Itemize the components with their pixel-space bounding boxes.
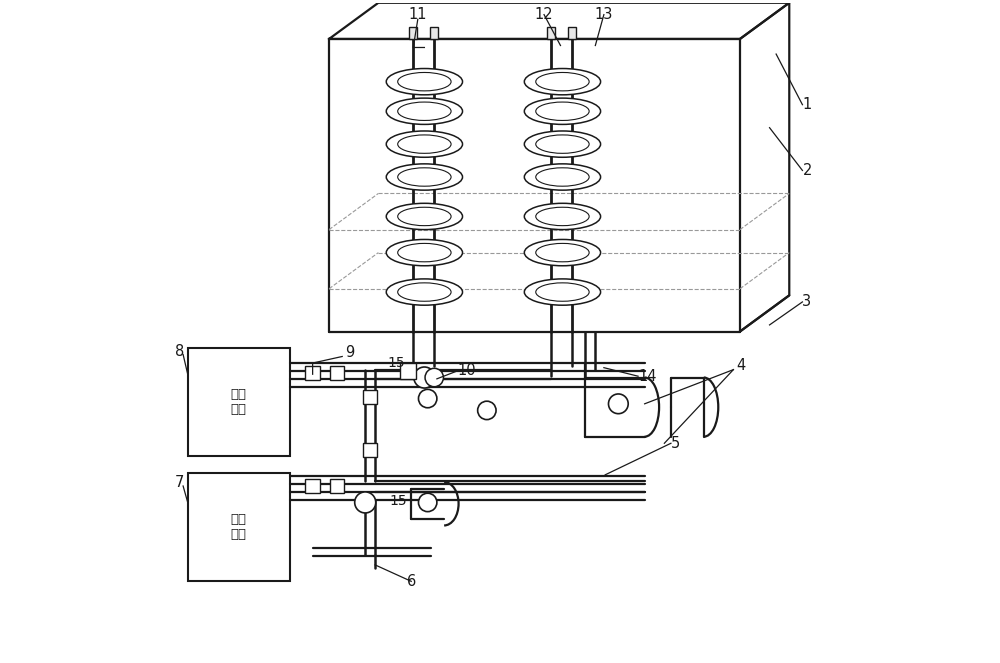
Ellipse shape bbox=[398, 168, 451, 186]
Text: 液氮
泵站: 液氮 泵站 bbox=[231, 388, 247, 416]
Text: 14: 14 bbox=[638, 369, 657, 384]
Circle shape bbox=[355, 492, 376, 513]
Ellipse shape bbox=[398, 208, 451, 225]
Ellipse shape bbox=[536, 135, 589, 153]
Bar bbox=[330, 479, 344, 493]
Text: 热气
泵站: 热气 泵站 bbox=[231, 513, 247, 541]
Ellipse shape bbox=[524, 279, 601, 305]
Ellipse shape bbox=[524, 204, 601, 229]
Ellipse shape bbox=[386, 239, 463, 266]
Bar bbox=[547, 27, 555, 39]
Circle shape bbox=[478, 401, 496, 420]
Text: 9: 9 bbox=[346, 345, 355, 360]
Bar bbox=[400, 363, 416, 379]
Ellipse shape bbox=[398, 72, 451, 91]
Ellipse shape bbox=[386, 204, 463, 229]
Bar bbox=[430, 27, 438, 39]
Text: 10: 10 bbox=[457, 363, 476, 379]
Text: 11: 11 bbox=[409, 7, 427, 22]
Bar bbox=[305, 366, 320, 380]
Ellipse shape bbox=[536, 283, 589, 301]
Ellipse shape bbox=[398, 283, 451, 301]
Circle shape bbox=[418, 389, 437, 408]
Circle shape bbox=[608, 394, 628, 414]
Ellipse shape bbox=[524, 98, 601, 125]
Bar bbox=[363, 443, 377, 457]
Ellipse shape bbox=[386, 98, 463, 125]
Bar bbox=[568, 27, 576, 39]
Text: 13: 13 bbox=[595, 7, 613, 22]
Text: 7: 7 bbox=[174, 475, 184, 490]
Text: 2: 2 bbox=[802, 163, 812, 178]
Text: 12: 12 bbox=[535, 7, 553, 22]
Text: 5: 5 bbox=[671, 436, 680, 451]
Bar bbox=[188, 348, 290, 456]
Ellipse shape bbox=[536, 102, 589, 121]
Text: 15: 15 bbox=[387, 356, 405, 370]
Ellipse shape bbox=[536, 72, 589, 91]
Ellipse shape bbox=[386, 131, 463, 157]
Ellipse shape bbox=[398, 135, 451, 153]
Text: 4: 4 bbox=[737, 358, 746, 373]
Ellipse shape bbox=[398, 102, 451, 121]
Ellipse shape bbox=[536, 243, 589, 262]
Circle shape bbox=[418, 493, 437, 512]
Text: 3: 3 bbox=[802, 294, 812, 310]
Ellipse shape bbox=[524, 68, 601, 95]
Bar bbox=[305, 479, 320, 493]
Ellipse shape bbox=[398, 243, 451, 262]
Ellipse shape bbox=[536, 208, 589, 225]
Text: 8: 8 bbox=[175, 343, 184, 359]
Ellipse shape bbox=[524, 131, 601, 157]
Bar bbox=[188, 473, 290, 581]
Bar bbox=[330, 366, 344, 380]
Bar bbox=[363, 390, 377, 404]
Bar bbox=[409, 27, 417, 39]
Text: 6: 6 bbox=[407, 574, 416, 589]
Text: 1: 1 bbox=[802, 97, 812, 112]
Ellipse shape bbox=[386, 164, 463, 190]
Ellipse shape bbox=[386, 279, 463, 305]
Ellipse shape bbox=[524, 239, 601, 266]
Circle shape bbox=[425, 369, 443, 387]
Text: 15: 15 bbox=[389, 494, 407, 508]
Ellipse shape bbox=[386, 68, 463, 95]
Ellipse shape bbox=[536, 168, 589, 186]
Circle shape bbox=[414, 367, 435, 388]
Ellipse shape bbox=[524, 164, 601, 190]
